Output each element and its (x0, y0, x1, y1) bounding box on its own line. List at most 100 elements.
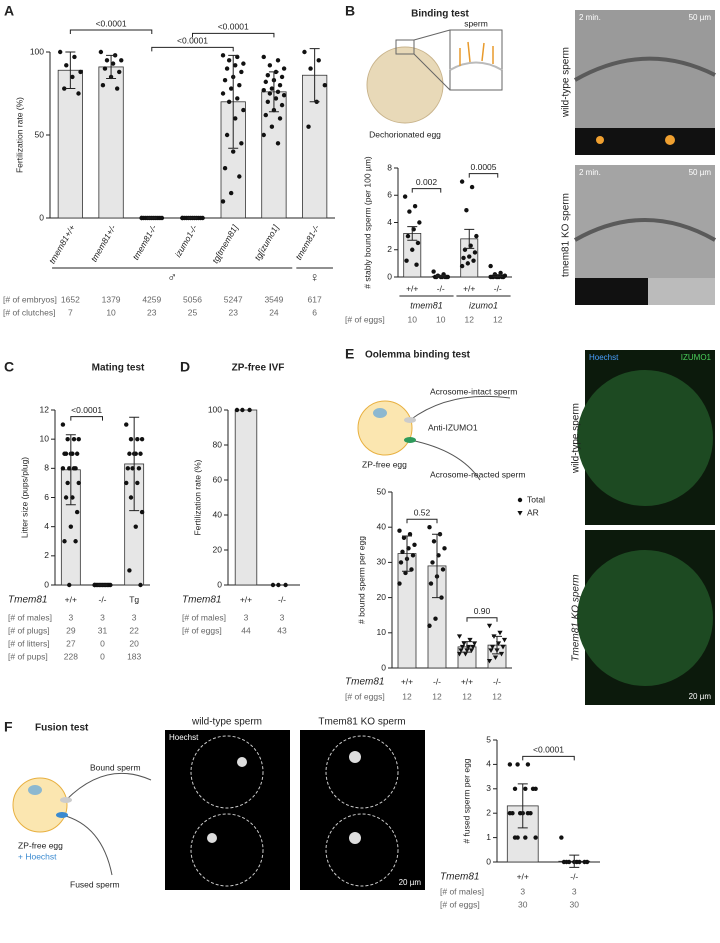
y-tick-label: 6 (44, 492, 49, 502)
y-tick-label: 10 (377, 627, 387, 637)
table-cell: 22 (129, 625, 139, 635)
data-point (488, 274, 493, 280)
data-point (128, 495, 134, 500)
table-cell: 30 (570, 899, 580, 909)
data-point (267, 91, 273, 96)
data-point (275, 58, 281, 63)
data-point (277, 83, 283, 88)
data-point (133, 524, 138, 529)
y-axis-label: # stably bound sperm (per 100 µm) (362, 156, 372, 289)
error-bar (492, 274, 503, 278)
table-cell: 29 (66, 625, 76, 635)
chart-title: ZP-free IVF (232, 363, 285, 374)
oolemma-diagram: Acrosome-intact sperm Anti-IZUMO1 ZP-fre… (357, 386, 525, 481)
data-point (430, 560, 435, 565)
bar (261, 91, 287, 219)
y-tick-label: 60 (213, 474, 223, 484)
y-axis-label: # bound sperm per egg (356, 536, 366, 624)
data-point (64, 63, 69, 68)
data-point (465, 261, 471, 266)
table-cell: 3 (132, 612, 137, 622)
data-point (72, 54, 77, 60)
significance-bracket (522, 755, 575, 761)
data-point (458, 648, 464, 653)
data-point (468, 648, 475, 653)
data-point (433, 616, 438, 621)
table-row-label: [# of embryos] (3, 294, 57, 304)
error-bar (402, 535, 412, 572)
panel-label: D (180, 359, 190, 375)
data-point (507, 762, 513, 767)
label: Acrosome-reacted sperm (430, 469, 525, 479)
x-tick-label: +/+ (401, 676, 413, 686)
error-bar (129, 416, 140, 512)
data-point (530, 786, 536, 791)
error-bar (492, 635, 502, 655)
data-point (65, 480, 70, 486)
y-tick-label: 50 (35, 129, 45, 139)
y-tick-label: 30 (377, 557, 387, 567)
data-point (459, 644, 466, 650)
y-tick-label: 1 (486, 832, 491, 842)
y-tick-label: 100 (208, 404, 222, 414)
label: + Hoechst (18, 851, 57, 861)
data-point (407, 209, 412, 214)
data-point (155, 215, 161, 221)
data-point (517, 811, 523, 816)
data-point (401, 535, 407, 540)
data-point (456, 634, 463, 639)
panel-label: E (345, 346, 354, 362)
y-tick-label: 3 (486, 783, 491, 793)
y-tick-label: 0 (381, 662, 386, 672)
data-point (273, 96, 279, 101)
table-cell: 12 (402, 691, 412, 701)
x-tick-label: +/+ (461, 676, 473, 686)
y-tick-label: 40 (377, 521, 387, 531)
data-point (263, 112, 268, 118)
x-tick-label: -/- (437, 283, 445, 293)
table-cell: 10 (436, 314, 446, 324)
table-cell: 617 (308, 294, 322, 304)
data-point (136, 466, 142, 471)
data-point (472, 250, 478, 255)
x-tick-label: +/+ (240, 594, 252, 604)
data-point (68, 524, 74, 529)
error-bar (407, 226, 418, 241)
p-value: <0.0001 (218, 22, 249, 32)
data-point (407, 532, 413, 537)
data-point (220, 53, 226, 58)
data-point (281, 66, 287, 71)
data-point (239, 69, 244, 75)
category-label: Tmem81 (182, 595, 221, 606)
data-point (523, 835, 528, 840)
table-cell: 23 (147, 307, 157, 317)
data-point (417, 220, 422, 225)
data-point (71, 436, 77, 442)
data-point (470, 644, 476, 650)
x-tick-label: Tg (129, 594, 139, 604)
label: Acrosome-intact sperm (430, 386, 517, 396)
category-label: Tmem81 (345, 677, 384, 688)
data-point (233, 63, 238, 68)
data-point (124, 480, 129, 486)
x-tick-label: +/+ (65, 594, 77, 604)
data-point (279, 102, 285, 108)
data-point (277, 116, 283, 121)
data-point (70, 74, 75, 80)
data-point (400, 549, 405, 555)
data-point (488, 648, 494, 653)
data-point (240, 407, 245, 413)
data-point (74, 509, 80, 515)
data-point (235, 54, 240, 60)
y-tick-label: 8 (44, 463, 49, 473)
table-cell: 43 (277, 625, 287, 635)
data-point (440, 567, 446, 572)
data-point (467, 637, 473, 643)
significance-bracket (411, 188, 442, 193)
y-tick-label: 0 (217, 579, 222, 589)
data-point (410, 247, 415, 252)
data-point (486, 658, 493, 664)
error-bar (462, 641, 472, 653)
table-cell: 10 (106, 307, 116, 317)
table-cell: 12 (493, 314, 503, 324)
